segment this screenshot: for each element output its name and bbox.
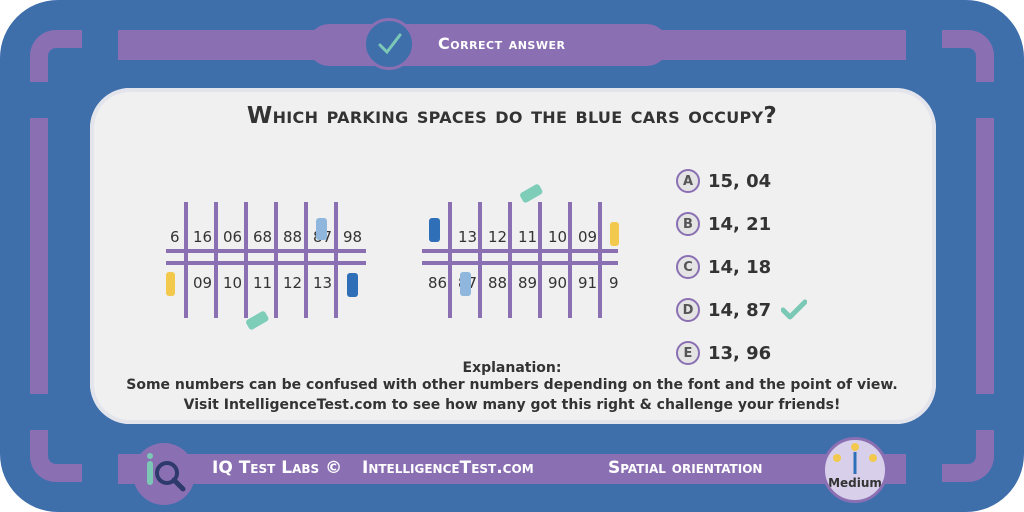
answer-status-label: Correct answer bbox=[438, 34, 566, 53]
space-number: 09 bbox=[578, 228, 597, 246]
space-number: 16 bbox=[193, 228, 212, 246]
space-number: 9 bbox=[609, 274, 619, 292]
option-letter: D bbox=[676, 298, 700, 322]
space-number: 12 bbox=[488, 228, 507, 246]
option-b[interactable]: B 14, 21 bbox=[676, 211, 771, 237]
space-number: 6 bbox=[170, 228, 180, 246]
option-text: 13, 96 bbox=[708, 342, 772, 364]
top-space-numbers: 13 12 11 10 09 bbox=[458, 228, 597, 246]
correct-check-badge bbox=[363, 18, 415, 70]
right-band bbox=[976, 118, 994, 394]
option-text: 15, 04 bbox=[708, 170, 772, 192]
explanation-title: Explanation: bbox=[462, 360, 562, 376]
space-number: 10 bbox=[223, 274, 242, 292]
parking-lot-right: 13 12 11 10 09 86 87 88 89 90 91 9 bbox=[420, 182, 625, 326]
difficulty-label: Medium bbox=[828, 476, 882, 490]
space-number: 13 bbox=[313, 274, 332, 292]
space-number: 12 bbox=[283, 274, 302, 292]
option-e[interactable]: E 13, 96 bbox=[676, 340, 771, 366]
option-text: 14, 87 bbox=[708, 299, 772, 321]
space-number: 11 bbox=[253, 274, 272, 292]
blue-car bbox=[429, 218, 440, 242]
brand-label: IQ Test Labs © bbox=[212, 458, 343, 478]
space-number: 98 bbox=[343, 228, 362, 246]
blue-car-faded bbox=[316, 218, 327, 240]
explanation-line-1: Some numbers can be confused with other … bbox=[126, 377, 898, 393]
space-number: 68 bbox=[253, 228, 272, 246]
space-number: 91 bbox=[578, 274, 597, 292]
option-a[interactable]: A 15, 04 bbox=[676, 168, 771, 194]
green-car bbox=[246, 311, 269, 330]
space-number: 09 bbox=[193, 274, 212, 292]
yellow-car bbox=[610, 222, 619, 246]
frame-corner bbox=[30, 430, 82, 482]
option-letter: A bbox=[676, 169, 700, 193]
gauge-icon bbox=[833, 443, 877, 474]
parking-lot-left: 6 16 06 68 88 87 98 09 10 11 12 13 bbox=[166, 198, 376, 342]
category-label: Spatial orientation bbox=[608, 458, 763, 478]
question-text: Which parking spaces do the blue cars oc… bbox=[246, 103, 778, 129]
frame-corner bbox=[942, 30, 994, 82]
magnifier-icon bbox=[147, 453, 186, 492]
space-number: 86 bbox=[428, 274, 447, 292]
difficulty-gauge: Medium bbox=[822, 437, 888, 503]
iq-logo bbox=[133, 443, 195, 505]
yellow-car bbox=[166, 272, 175, 296]
blue-car-faded bbox=[460, 272, 471, 296]
top-space-numbers: 6 16 06 68 88 87 98 bbox=[170, 228, 362, 246]
left-band bbox=[30, 118, 48, 394]
option-letter: C bbox=[676, 255, 700, 279]
bottom-space-numbers: 09 10 11 12 13 bbox=[193, 274, 332, 292]
option-letter: B bbox=[676, 212, 700, 236]
parking-lot-left-drawing: 6 16 06 68 88 87 98 09 10 11 12 13 bbox=[166, 202, 366, 330]
check-icon bbox=[781, 299, 808, 320]
site-link[interactable]: IntelligenceTest.com bbox=[362, 458, 534, 478]
option-text: 14, 21 bbox=[708, 213, 772, 235]
question-card bbox=[90, 88, 936, 424]
check-icon bbox=[378, 33, 402, 55]
space-number: 11 bbox=[518, 228, 537, 246]
frame-corner bbox=[30, 30, 82, 82]
space-number: 06 bbox=[223, 228, 242, 246]
parking-lot-right-drawing: 13 12 11 10 09 86 87 88 89 90 91 9 bbox=[422, 184, 619, 318]
option-letter: E bbox=[676, 341, 700, 365]
blue-car bbox=[347, 273, 358, 297]
space-number: 88 bbox=[283, 228, 302, 246]
option-c[interactable]: C 14, 18 bbox=[676, 254, 771, 280]
bottom-band bbox=[118, 454, 906, 484]
option-text: 14, 18 bbox=[708, 256, 772, 278]
green-car bbox=[520, 184, 543, 203]
bottom-space-numbers: 86 87 88 89 90 91 9 bbox=[428, 274, 619, 292]
explanation-line-2: Visit IntelligenceTest.com to see how ma… bbox=[183, 397, 841, 413]
space-number: 90 bbox=[548, 274, 567, 292]
space-number: 10 bbox=[548, 228, 567, 246]
frame-corner bbox=[942, 430, 994, 482]
space-number: 89 bbox=[518, 274, 537, 292]
space-number: 13 bbox=[458, 228, 477, 246]
option-d[interactable]: D 14, 87 bbox=[676, 297, 808, 323]
space-number: 88 bbox=[488, 274, 507, 292]
